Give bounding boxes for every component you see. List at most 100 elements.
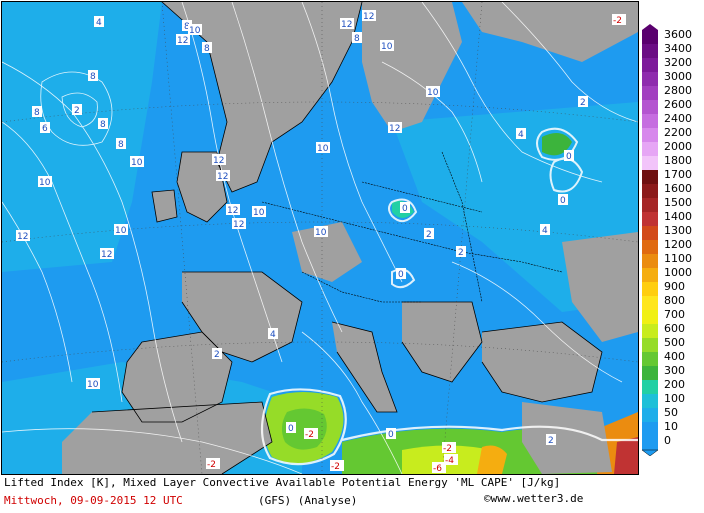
svg-text:-2: -2 [443,444,452,454]
svg-text:10: 10 [39,178,51,188]
legend-level-label: 1200 [664,238,692,251]
legend-step [642,394,658,409]
legend-step [642,212,658,227]
svg-text:12: 12 [227,206,238,216]
label-li: 2 [456,246,466,258]
legend-level-label: 2600 [664,98,692,111]
legend-level-label: 1700 [664,168,692,181]
label-li: 0 [386,428,396,440]
legend-level-label: 1100 [664,252,692,265]
legend-level-label: 3600 [664,28,692,41]
label-li: 10 [252,206,266,218]
legend-step [642,310,658,325]
legend-step [642,86,658,101]
legend-step [642,114,658,129]
land-france [182,272,302,362]
svg-text:8: 8 [90,72,96,82]
legend-step [642,72,658,87]
svg-text:8: 8 [34,108,40,118]
svg-text:2: 2 [580,98,586,108]
cape-zone-orange-libya [477,445,507,474]
label-li: 0 [400,202,410,214]
map-footer: Lifted Index [K], Mixed Layer Convective… [0,474,704,513]
label-li: 0 [564,150,574,162]
label-li: 12 [388,122,402,134]
legend-level-label: 1800 [664,154,692,167]
svg-text:0: 0 [560,196,566,206]
svg-text:10: 10 [87,380,99,390]
legend-level-label: 1600 [664,182,692,195]
svg-text:2: 2 [458,248,464,258]
label-li: 0 [558,194,568,206]
legend-step [642,282,658,297]
svg-text:10: 10 [317,144,329,154]
label-li: 12 [226,204,240,216]
legend-step [642,44,658,59]
label-li: 10 [426,86,440,98]
label-li: 4 [268,328,278,340]
lifted-index-contours [2,2,638,474]
svg-text:0: 0 [388,430,394,440]
land-turkey [482,322,602,402]
legend-top-arrow [642,24,658,30]
svg-text:12: 12 [341,20,352,30]
land-finland [362,2,462,132]
legend-step [642,30,658,45]
svg-text:4: 4 [96,18,102,28]
land-north-russia [462,2,638,62]
label-li: 8 [202,42,212,54]
legend-step [642,156,658,171]
label-li: 12 [232,218,246,230]
svg-text:-2: -2 [331,462,340,472]
cape-legend-colorbar [641,24,659,456]
map-valid-time: Mittwoch, 09-09-2015 12 UTC [4,494,183,507]
svg-text:-6: -6 [433,464,442,474]
legend-level-label: 1000 [664,266,692,279]
label-li: 10 [86,378,100,390]
legend-level-label: 700 [664,308,685,321]
legend-level-label: 600 [664,322,685,335]
legend-level-label: 10 [664,420,678,433]
svg-text:10: 10 [253,208,265,218]
map-model-info: (GFS) (Analyse) [258,494,358,507]
legend-level-label: 1400 [664,210,692,223]
svg-text:0: 0 [288,424,294,434]
svg-text:0: 0 [398,270,404,280]
coastlines [91,2,603,474]
legend-step [642,366,658,381]
label-li: -2 [304,428,318,440]
svg-text:12: 12 [17,232,28,242]
svg-text:8: 8 [100,120,106,130]
legend-level-label: 2400 [664,112,692,125]
legend-step [642,422,658,437]
legend-step [642,324,658,339]
legend-step [642,142,658,157]
legend-step [642,58,658,73]
label-li: 0 [286,422,296,434]
land-italy [332,322,397,412]
label-li: 12 [362,10,376,22]
label-li: 12 [340,18,354,30]
land-ireland [152,190,177,222]
svg-text:4: 4 [270,330,276,340]
land-britain [177,152,227,222]
legend-step [642,128,658,143]
label-li: 2 [212,348,222,360]
legend-step [642,240,658,255]
label-li: 8 [32,106,42,118]
legend-level-label: 3000 [664,70,692,83]
label-li: -2 [206,458,220,470]
legend-level-label: 1300 [664,224,692,237]
svg-text:10: 10 [427,88,439,98]
map-canvas: 4 8 10 12 8 12 12 8 10 8 2 8 6 8 8 10 10… [2,2,638,474]
land-iberia [122,332,232,422]
label-li: 12 [216,170,230,182]
legend-step [642,352,658,367]
svg-text:-2: -2 [613,16,622,26]
svg-text:12: 12 [363,12,374,22]
land-middle-east [522,402,612,474]
label-li: 8 [182,20,192,32]
legend-step [642,380,658,395]
legend-step [642,170,658,185]
